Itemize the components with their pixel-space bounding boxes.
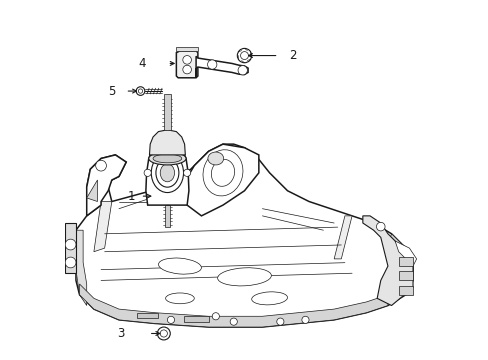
Circle shape (183, 169, 190, 176)
Text: 1: 1 (127, 190, 135, 203)
Circle shape (238, 66, 247, 75)
Ellipse shape (165, 293, 194, 304)
Polygon shape (394, 241, 416, 266)
Ellipse shape (251, 292, 287, 305)
Circle shape (183, 55, 191, 64)
Ellipse shape (148, 152, 185, 165)
Circle shape (144, 169, 151, 176)
Circle shape (96, 160, 106, 171)
Circle shape (138, 89, 142, 93)
Circle shape (65, 239, 76, 250)
Ellipse shape (160, 164, 174, 182)
Polygon shape (80, 284, 387, 327)
Ellipse shape (217, 268, 271, 286)
Polygon shape (398, 271, 412, 280)
Circle shape (237, 48, 251, 63)
Circle shape (212, 313, 219, 320)
Ellipse shape (203, 150, 243, 196)
Polygon shape (196, 56, 247, 78)
Ellipse shape (211, 159, 234, 186)
Circle shape (136, 87, 144, 95)
Circle shape (276, 318, 284, 325)
Polygon shape (76, 144, 412, 327)
Polygon shape (76, 230, 86, 306)
Circle shape (230, 318, 237, 325)
Polygon shape (163, 94, 171, 130)
Polygon shape (164, 205, 170, 226)
Circle shape (167, 316, 174, 323)
Circle shape (157, 327, 170, 340)
Circle shape (183, 65, 191, 74)
Polygon shape (94, 202, 112, 252)
Circle shape (240, 51, 248, 59)
Polygon shape (183, 144, 258, 216)
Ellipse shape (153, 154, 182, 163)
Circle shape (376, 222, 384, 231)
Polygon shape (65, 223, 76, 273)
Polygon shape (362, 216, 412, 306)
Polygon shape (333, 216, 351, 259)
Polygon shape (86, 180, 97, 202)
Text: 3: 3 (117, 327, 124, 340)
Ellipse shape (158, 258, 201, 274)
Polygon shape (149, 130, 185, 155)
Ellipse shape (156, 158, 179, 187)
Polygon shape (145, 144, 188, 205)
Circle shape (207, 60, 217, 69)
Ellipse shape (207, 152, 223, 165)
Polygon shape (137, 313, 158, 318)
Polygon shape (398, 286, 412, 295)
Polygon shape (398, 257, 412, 266)
Polygon shape (387, 234, 412, 298)
Polygon shape (86, 155, 126, 216)
Polygon shape (183, 316, 208, 321)
Text: 2: 2 (288, 49, 296, 62)
Polygon shape (176, 51, 198, 78)
Text: 4: 4 (138, 57, 146, 70)
Text: 5: 5 (108, 85, 115, 98)
Circle shape (301, 316, 308, 323)
Polygon shape (176, 47, 198, 51)
Circle shape (160, 330, 167, 337)
Ellipse shape (151, 153, 183, 193)
Circle shape (65, 257, 76, 268)
